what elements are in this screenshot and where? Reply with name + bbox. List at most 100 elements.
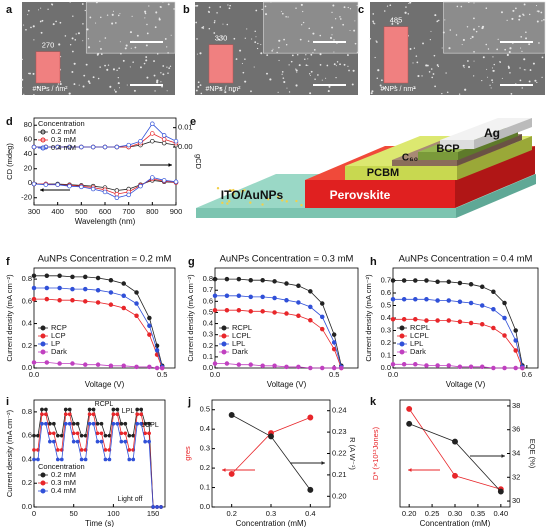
particle <box>114 22 117 24</box>
data-point <box>119 431 124 436</box>
particle <box>144 10 147 13</box>
legend-label: 0.2 mM <box>51 127 76 136</box>
data-point <box>99 431 104 436</box>
particle <box>242 71 245 74</box>
data-point <box>435 279 440 285</box>
y2-tick-label: 0.23 <box>332 427 347 436</box>
y-tick-label: 0.0 <box>381 363 391 372</box>
data-point <box>95 439 100 444</box>
data-point <box>57 273 62 279</box>
particle <box>144 12 147 15</box>
nanoparticle <box>266 198 270 201</box>
y2-tick-label: 0.00 <box>178 142 193 151</box>
y-tick-label: 0.1 <box>200 483 210 492</box>
data-point <box>55 144 60 150</box>
particle <box>285 15 287 18</box>
particle <box>132 61 134 63</box>
particle <box>372 22 375 24</box>
particle <box>510 93 513 95</box>
legend-label: RCPL <box>232 323 252 332</box>
particle <box>520 47 522 49</box>
data-point <box>248 294 254 300</box>
data-point <box>91 412 96 417</box>
particle <box>68 92 71 95</box>
particle <box>203 28 205 30</box>
particle <box>158 17 160 19</box>
particle <box>491 79 493 82</box>
data-point <box>123 439 128 444</box>
particle <box>156 53 159 55</box>
particle <box>299 38 302 41</box>
particle <box>21 78 24 81</box>
particle <box>500 11 503 14</box>
particle <box>436 64 439 66</box>
y2-axis-label: EQE (%) <box>528 439 537 469</box>
bar <box>35 51 61 84</box>
particle <box>374 56 376 59</box>
particle <box>481 79 483 82</box>
data-point <box>468 320 474 326</box>
particle <box>301 24 303 26</box>
particle <box>77 32 80 35</box>
particle <box>199 52 202 55</box>
legend-label: LCPL <box>232 331 251 340</box>
x-tick-label: 0.20 <box>402 509 417 518</box>
particle <box>118 67 121 69</box>
x-axis-label: Voltage (V) <box>85 380 125 389</box>
layer-front <box>418 152 458 160</box>
y-axis-label: D* (×10¹³Jones) <box>371 426 380 480</box>
data-point <box>491 307 496 312</box>
y-tick-label: 0.4 <box>203 319 213 328</box>
y-axis-label: Current density (mA cm⁻²) <box>5 409 14 497</box>
data-point <box>114 144 120 150</box>
particle <box>506 19 508 22</box>
particle <box>463 67 465 69</box>
particle <box>88 82 91 84</box>
particle <box>490 87 492 89</box>
data-point <box>59 457 64 462</box>
particle <box>84 9 86 12</box>
particle <box>331 11 333 14</box>
particle <box>288 91 291 93</box>
nanoparticle <box>249 201 252 204</box>
particle <box>314 78 316 81</box>
particle <box>519 67 521 69</box>
data-point <box>143 431 148 436</box>
particle <box>487 76 489 78</box>
particle <box>478 25 480 28</box>
data-point <box>95 362 101 367</box>
particle <box>501 77 503 79</box>
data-point <box>63 407 68 412</box>
x-tick-label: 0.0 <box>29 370 39 379</box>
data-point <box>320 365 325 371</box>
particle <box>222 23 224 25</box>
data-point <box>103 433 108 438</box>
particle <box>492 69 495 72</box>
data-point <box>308 289 313 294</box>
arrow-head <box>408 468 412 472</box>
nanoparticle <box>232 188 235 192</box>
particle <box>264 5 267 8</box>
data-point <box>457 280 463 286</box>
particle <box>426 64 429 67</box>
particle <box>272 48 274 50</box>
particle <box>396 22 399 25</box>
particle <box>536 10 539 12</box>
particle <box>57 83 60 85</box>
data-point <box>123 421 128 426</box>
data-point <box>107 433 112 438</box>
particle <box>281 12 284 15</box>
particle <box>167 72 169 74</box>
particle <box>253 66 255 68</box>
particle <box>196 4 199 7</box>
data-point <box>87 421 92 426</box>
particle <box>124 47 127 50</box>
data-point <box>491 365 496 371</box>
particle <box>161 85 163 88</box>
particle <box>298 64 301 67</box>
particle <box>489 84 491 86</box>
layer-side <box>457 136 532 180</box>
particle <box>509 47 512 50</box>
particle <box>144 17 146 19</box>
